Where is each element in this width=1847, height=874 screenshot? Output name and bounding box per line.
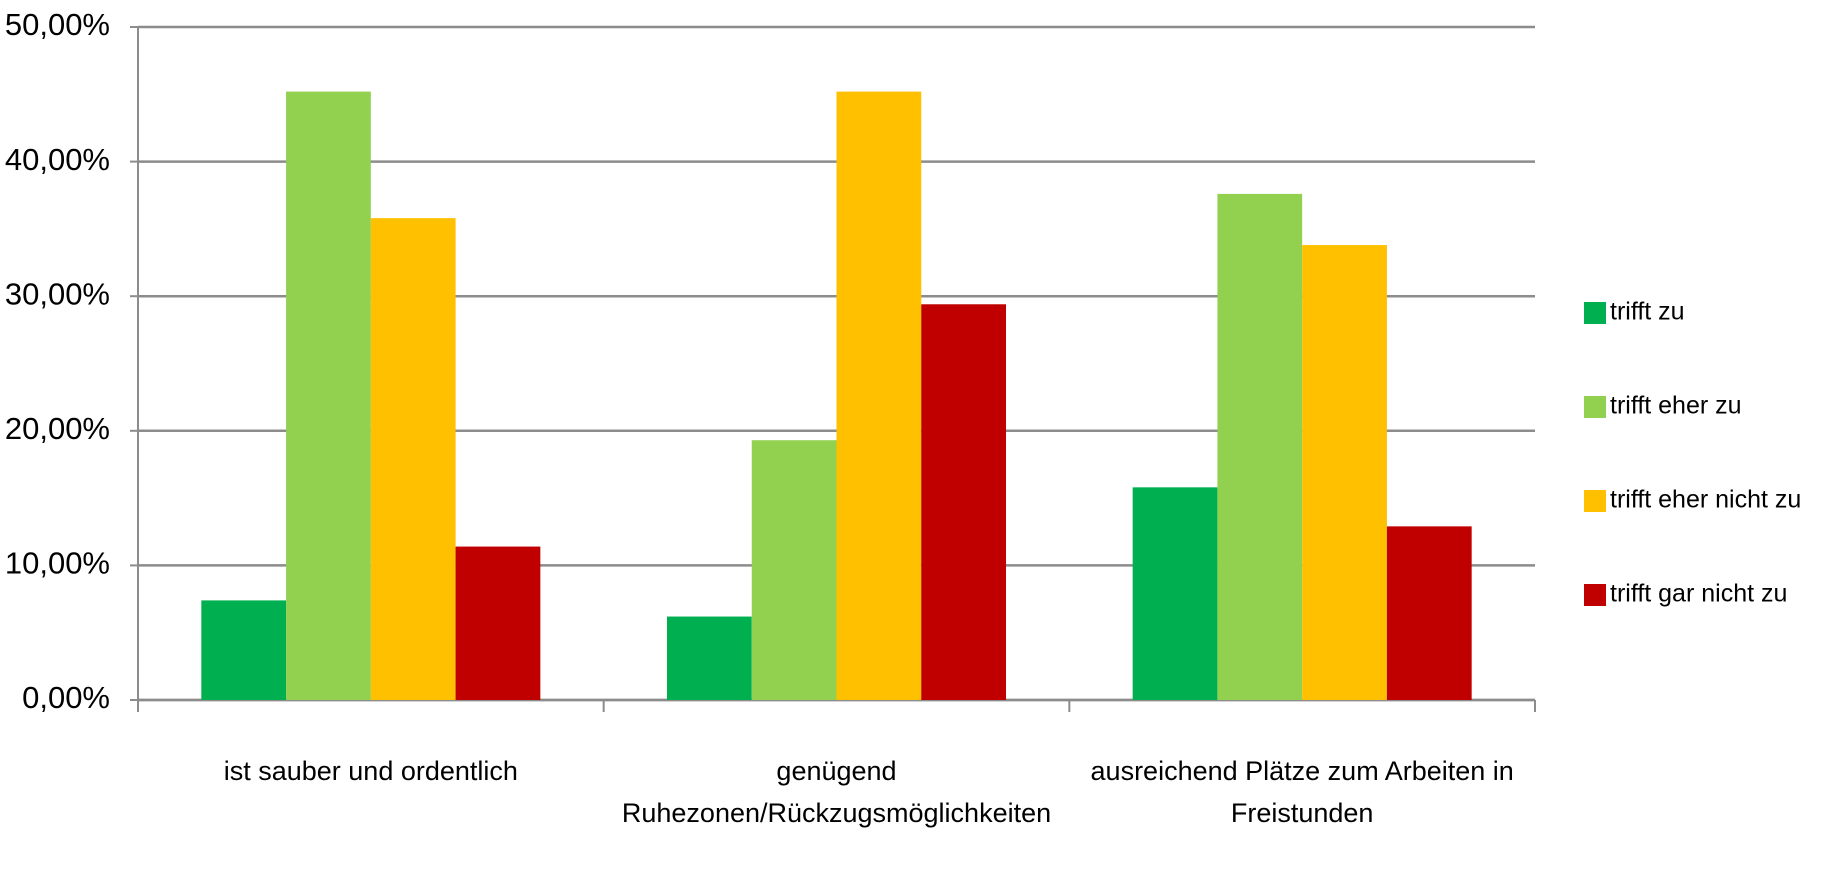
bar [286,91,371,700]
x-tick-label: ist sauber und ordentlich [223,756,518,786]
bar [751,440,837,700]
y-tick-label: 50,00% [5,7,110,42]
x-tick-label: ausreichend Plätze zum Arbeiten in Freis… [1090,756,1514,828]
y-tick-label: 20,00% [5,411,110,446]
y-tick-label: 0,00% [22,680,110,715]
bar [201,600,287,700]
bar [370,218,456,700]
legend-label: trifft zu [1610,298,1685,326]
legend-label: trifft eher nicht zu [1610,486,1801,514]
legend-swatch [1584,584,1606,606]
bar [455,546,541,700]
bar [666,616,752,700]
y-tick-label: 10,00% [5,546,110,581]
legend-swatch [1584,490,1606,512]
bar [1132,487,1218,700]
y-tick-label: 40,00% [5,142,110,177]
legend-label: trifft gar nicht zu [1610,580,1787,608]
bar [921,304,1007,700]
legend-swatch [1584,396,1606,418]
bar [1386,526,1472,700]
legend-swatch [1584,302,1606,324]
y-tick-label: 30,00% [5,276,110,311]
x-tick-label: genügend Ruhezonen/Rückzugsmöglichkeiten [621,756,1052,828]
legend-label: trifft eher zu [1610,392,1742,420]
bar [1302,245,1387,700]
bar [836,91,922,700]
bar [1217,193,1303,701]
